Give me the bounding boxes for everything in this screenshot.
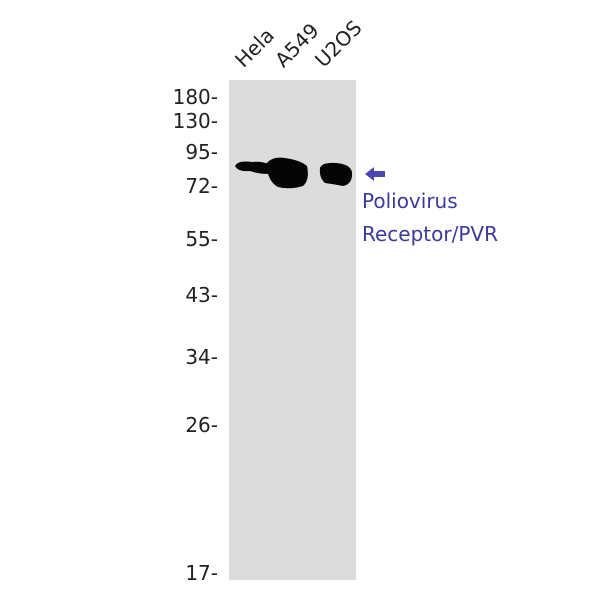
mw-marker: 43- [185,283,218,307]
mw-marker: 26- [185,413,218,437]
left-arrow-icon [365,167,385,181]
mw-marker: 17- [185,561,218,585]
mw-marker: 180- [172,85,218,109]
target-label-line1: Poliovirus [362,189,458,213]
mw-marker: 55- [185,227,218,251]
band-a549 [266,157,308,189]
mw-marker: 34- [185,345,218,369]
band-u2os [319,162,353,186]
mw-marker: 72- [185,174,218,198]
target-label-line2: Receptor/PVR [362,222,498,246]
band-hela [235,161,270,174]
mw-marker: 95- [185,140,218,164]
mw-marker: 130- [172,109,218,133]
